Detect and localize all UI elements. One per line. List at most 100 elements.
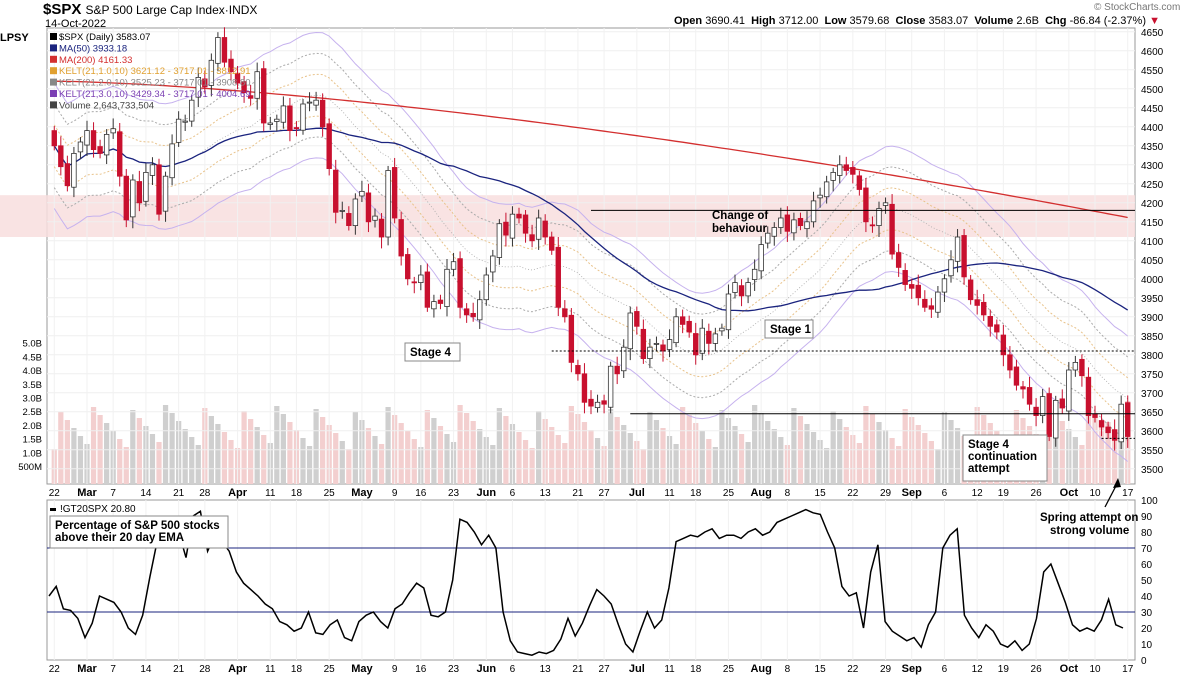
indicator-time-tick-label: Jun bbox=[476, 663, 496, 675]
candle bbox=[77, 141, 84, 153]
candle bbox=[660, 344, 666, 352]
volume-tick-label: 2.5B bbox=[22, 407, 42, 418]
volume-bar bbox=[522, 440, 529, 484]
high-value: 3712.00 bbox=[778, 15, 819, 27]
volume-bar bbox=[876, 422, 882, 484]
volume-bar bbox=[300, 438, 306, 484]
candle bbox=[1111, 429, 1118, 441]
indicator-time-tick-label: Jul bbox=[629, 663, 645, 675]
time-tick-label: 27 bbox=[599, 488, 611, 499]
volume-bar bbox=[136, 418, 142, 484]
time-tick-label: 15 bbox=[815, 488, 827, 499]
volume-tick-label: 1.5B bbox=[22, 435, 42, 446]
volume-bar bbox=[490, 445, 496, 484]
candle bbox=[359, 190, 365, 197]
price-tick-label: 4500 bbox=[1141, 85, 1164, 96]
price-tick-label: 3850 bbox=[1141, 332, 1164, 343]
indicator-time-tick-label: 22 bbox=[49, 664, 61, 675]
indicator-tick-label: 0 bbox=[1141, 656, 1147, 667]
time-tick-label: Oct bbox=[1060, 487, 1079, 499]
indicator-time-tick-label: 15 bbox=[815, 664, 827, 675]
volume-bar bbox=[536, 411, 542, 484]
volume-bar bbox=[1118, 438, 1124, 484]
candle bbox=[169, 143, 175, 179]
indicator-tick-label: 30 bbox=[1141, 608, 1153, 619]
spring-attempt-text: strong volume bbox=[1050, 525, 1129, 537]
line-icon bbox=[50, 78, 57, 86]
volume-bar bbox=[130, 410, 136, 484]
volume-bar bbox=[699, 431, 705, 484]
price-tick-label: 3600 bbox=[1141, 427, 1164, 438]
indicator-tick-label: 100 bbox=[1141, 496, 1158, 507]
time-tick-label: 6 bbox=[942, 488, 948, 499]
candle bbox=[758, 244, 764, 272]
candle bbox=[1098, 420, 1105, 428]
volume-bar bbox=[771, 429, 777, 484]
volume-tick-label: 2.0B bbox=[22, 421, 42, 432]
indicator-time-tick-label: 9 bbox=[392, 664, 398, 675]
change-value: -86.84 (-2.37%) bbox=[1069, 15, 1146, 27]
volume-bar bbox=[123, 447, 129, 484]
time-tick-label: 17 bbox=[1122, 488, 1134, 499]
indicator-time-tick-label: May bbox=[351, 663, 373, 675]
candle bbox=[182, 120, 188, 123]
price-tick-label: 3950 bbox=[1141, 294, 1164, 305]
candle bbox=[535, 217, 542, 240]
candle bbox=[693, 333, 699, 356]
indicator-title-box bbox=[49, 515, 229, 549]
candle bbox=[751, 268, 758, 280]
volume-bar bbox=[320, 417, 326, 484]
volume-value: 2.6B bbox=[1016, 15, 1039, 27]
candle bbox=[385, 170, 391, 238]
volume-bar bbox=[562, 443, 568, 484]
index-name: S&P 500 Large Cap Index bbox=[85, 3, 225, 17]
candle bbox=[195, 77, 201, 98]
volume-bar bbox=[437, 426, 444, 484]
price-tick-label: 3700 bbox=[1141, 389, 1164, 400]
candle bbox=[673, 316, 679, 344]
volume-bar bbox=[830, 411, 836, 484]
candle bbox=[961, 235, 967, 278]
ohlc-summary: Open 3690.41 High 3712.00 Low 3579.68 Cl… bbox=[674, 15, 1160, 27]
candle bbox=[470, 312, 476, 318]
volume-bar bbox=[680, 407, 686, 484]
candle bbox=[745, 282, 751, 297]
candle bbox=[889, 203, 895, 255]
line-icon bbox=[50, 44, 57, 52]
candle bbox=[804, 221, 810, 230]
time-tick-label: 26 bbox=[1031, 488, 1043, 499]
volume-bar bbox=[529, 448, 535, 484]
candle bbox=[1013, 366, 1020, 386]
candle bbox=[987, 316, 993, 327]
time-tick-label: 12 bbox=[972, 488, 984, 499]
candle bbox=[503, 221, 509, 236]
candle bbox=[477, 299, 483, 321]
price-tick-label: 4050 bbox=[1141, 256, 1164, 267]
volume-bar bbox=[581, 422, 588, 484]
volume-bar bbox=[594, 438, 601, 484]
candle bbox=[234, 72, 241, 84]
stage4-continuation-label-text: attempt bbox=[968, 463, 1010, 475]
candle bbox=[84, 130, 90, 146]
ma200-line bbox=[54, 80, 1128, 219]
volume-bar bbox=[378, 444, 385, 484]
volume-bar bbox=[464, 413, 470, 484]
price-tick-label: 4200 bbox=[1141, 199, 1164, 210]
time-tick-label: 7 bbox=[110, 488, 116, 499]
candle-icon bbox=[50, 33, 57, 40]
candle bbox=[228, 58, 234, 73]
volume-bar bbox=[653, 420, 660, 484]
time-tick-label: 29 bbox=[880, 488, 892, 499]
indicator-title-text: above their 20 day EMA bbox=[55, 532, 184, 544]
volume-bar bbox=[254, 427, 260, 484]
volume-bar bbox=[627, 433, 633, 484]
volume-bar bbox=[248, 419, 254, 484]
candle bbox=[948, 259, 954, 277]
candle bbox=[817, 194, 823, 199]
candle bbox=[928, 305, 935, 310]
candle bbox=[313, 99, 319, 106]
volume-bar bbox=[496, 408, 502, 484]
candle bbox=[1092, 413, 1098, 418]
volume-tick-label: 3.5B bbox=[22, 380, 42, 391]
